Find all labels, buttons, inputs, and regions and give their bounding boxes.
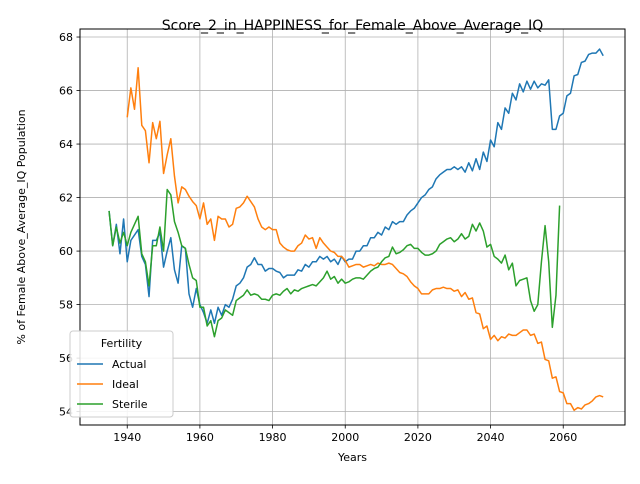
x-tick-label: 2020 [404, 431, 432, 444]
legend-label-ideal: Ideal [112, 378, 139, 391]
y-tick-label: 58 [59, 299, 73, 312]
legend-label-sterile: Sterile [112, 398, 148, 411]
x-tick-label: 1960 [186, 431, 214, 444]
x-tick-label: 2000 [331, 431, 359, 444]
x-tick-label: 1980 [259, 431, 287, 444]
x-tick-label: 2040 [477, 431, 505, 444]
legend-label-actual: Actual [112, 358, 146, 371]
y-axis-label: % of Female Above_Average_IQ Population [15, 109, 28, 344]
legend-title: Fertility [101, 337, 143, 350]
x-tick-label: 2060 [549, 431, 577, 444]
y-tick-label: 60 [59, 245, 73, 258]
y-tick-label: 62 [59, 192, 73, 205]
legend: Fertility Actual Ideal Sterile [70, 331, 173, 417]
y-tick-label: 66 [59, 85, 73, 98]
y-tick-label: 64 [59, 138, 73, 151]
y-tick-label: 68 [59, 31, 73, 44]
x-tick-label: 1940 [113, 431, 141, 444]
x-axis-label: Years [337, 451, 367, 464]
chart-title: Score_2_in_HAPPINESS_for_Female_Above_Av… [162, 18, 544, 34]
